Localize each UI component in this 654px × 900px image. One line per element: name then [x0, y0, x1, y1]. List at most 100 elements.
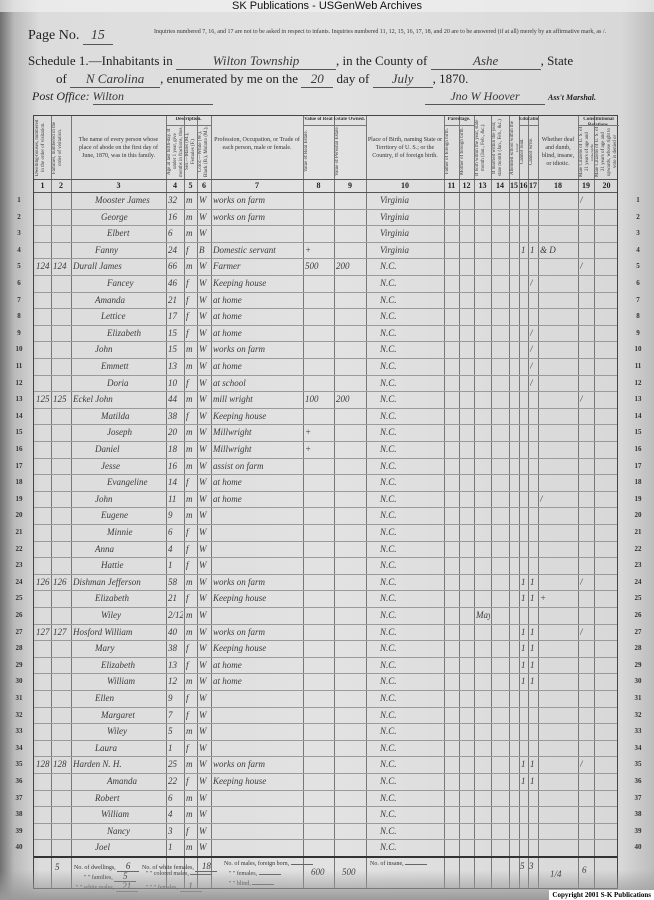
cell-birth: N.C.	[380, 759, 397, 770]
cell-birth: N.C.	[380, 311, 397, 322]
line-number-right: 30	[634, 677, 642, 686]
cell-sex: f	[186, 410, 189, 421]
cell-age: 9	[168, 693, 173, 703]
line-number-left: 21	[15, 528, 23, 536]
cell-birth: N.C.	[380, 477, 397, 488]
column-header-18: Whether deaf and dumb, blind, insane, or…	[541, 137, 575, 167]
cell-occ: Keeping house	[213, 278, 267, 288]
line-number-right: 31	[634, 694, 642, 702]
line-number-left: 29	[15, 660, 23, 669]
cell-sex: f	[186, 278, 189, 288]
line-number-right: 14	[634, 411, 642, 420]
cell-age: 7	[168, 709, 173, 720]
cell-name: Daniel	[95, 444, 120, 454]
cell-c16: 1	[521, 643, 526, 654]
cell-name: Fancey	[107, 278, 134, 288]
cell-age: 40	[168, 626, 177, 637]
cell-d: 128	[36, 759, 50, 770]
line-number-right: 36	[634, 777, 642, 785]
dwellings-label: No. of dwellings,	[74, 865, 118, 871]
column-divider	[578, 116, 579, 888]
line-number-left: 9	[17, 328, 21, 337]
line-number-left: 8	[17, 312, 21, 321]
line-number-right: 4	[636, 245, 640, 254]
cell-sex: f	[186, 327, 189, 338]
line-number-right: 25	[634, 594, 642, 603]
marshal-signature: Jno W Hoover	[425, 89, 545, 105]
line-number-right: 39	[634, 826, 642, 835]
cell-sex: m	[186, 394, 193, 405]
white-males-value: 21	[115, 881, 138, 892]
line-number-left: 19	[15, 494, 23, 503]
row-divider	[34, 806, 617, 808]
marshal-label: Ass't Marshal.	[548, 93, 597, 102]
cell-name: Elbert	[107, 228, 130, 239]
row-divider	[34, 341, 617, 343]
cell-sex: m	[186, 195, 193, 205]
column-divider	[444, 116, 445, 888]
cell-c18: +	[540, 593, 547, 604]
column-number: 15	[510, 181, 518, 190]
col18-total: 1/4	[550, 869, 562, 879]
cell-name: Doria	[107, 377, 129, 388]
cell-name: Elizabeth	[107, 327, 141, 338]
cell-re: 500	[305, 261, 319, 272]
cell-birth: N.C.	[380, 510, 397, 521]
cell-c19: /	[580, 759, 583, 770]
column-divider	[519, 116, 520, 888]
line-number-right: 13	[634, 395, 642, 404]
cell-c17: 1	[530, 626, 535, 637]
cell-age: 4	[168, 543, 173, 554]
cell-age: 13	[168, 659, 177, 670]
cell-sex: f	[186, 593, 189, 604]
cell-name: Jesse	[101, 460, 120, 471]
cell-birth: N.C.	[380, 742, 397, 753]
row-divider	[34, 474, 617, 476]
cell-c17: 1	[530, 244, 535, 255]
families-value: 5	[114, 871, 137, 882]
day-of-label: day of	[336, 71, 370, 86]
cell-age: 15	[168, 327, 177, 338]
column-header-6: Color.—White (W.), Black (B.), Mulatto (…	[198, 126, 209, 177]
line-number-left: 28	[15, 644, 23, 653]
cell-color: W	[199, 510, 207, 521]
cell-occ: Keeping house	[213, 776, 267, 786]
cell-c17: /	[530, 377, 533, 388]
cell-sex: f	[186, 643, 189, 654]
line-number-right: 22	[634, 544, 642, 553]
row-divider	[34, 623, 617, 625]
row-divider	[34, 490, 617, 492]
cell-occ: works on farm	[213, 576, 266, 587]
blind-label: " " blind,	[229, 881, 253, 887]
cell-age: 58	[168, 576, 177, 587]
cell-sex: m	[186, 344, 193, 355]
month: July	[372, 71, 433, 88]
row-divider	[34, 241, 617, 243]
line-number-right: 40	[634, 843, 642, 852]
cell-color: W	[199, 294, 207, 305]
cell-birth: N.C.	[380, 593, 397, 604]
line-number-right: 26	[634, 611, 642, 619]
cell-birth: N.C.	[380, 278, 397, 288]
column-header-4: Age at last birth-day. If under 1 year, …	[167, 126, 183, 177]
cell-age: 11	[168, 493, 177, 504]
column-header-7: Profession, Occupation, or Trade of each…	[214, 137, 300, 151]
line-number-right: 6	[636, 279, 640, 287]
cell-color: W	[199, 344, 207, 355]
cell-c16: 1	[521, 593, 526, 604]
cell-birth: N.C.	[380, 709, 397, 720]
line-number-right: 23	[634, 561, 642, 570]
cell-sex: m	[186, 460, 193, 471]
column-header-16: Cannot read.	[520, 138, 525, 165]
line-number-left: 32	[15, 710, 23, 719]
line-number-left: 20	[15, 511, 23, 520]
cell-birth: Virginia	[380, 244, 409, 255]
column-header-19: Male Citizens of U. S. of 21 years of ag…	[579, 126, 593, 177]
row-divider	[34, 789, 617, 791]
cell-age: 6	[168, 527, 173, 537]
row-divider	[34, 424, 617, 426]
column-number: 20	[602, 181, 611, 190]
cell-occ: Keeping house	[213, 593, 267, 604]
cell-age: 25	[168, 759, 177, 770]
dwellings: No. of dwellings, 6	[74, 861, 140, 872]
